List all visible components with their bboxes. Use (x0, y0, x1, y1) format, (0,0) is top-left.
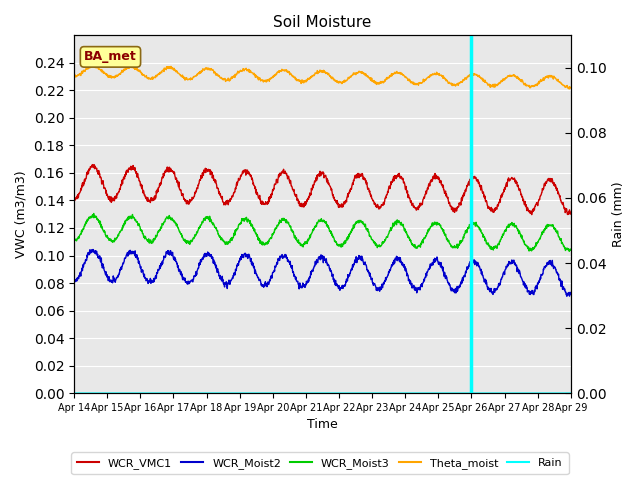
X-axis label: Time: Time (307, 419, 338, 432)
Text: BA_met: BA_met (84, 50, 137, 63)
Title: Soil Moisture: Soil Moisture (273, 15, 372, 30)
Legend: WCR_VMC1, WCR_Moist2, WCR_Moist3, Theta_moist, Rain: WCR_VMC1, WCR_Moist2, WCR_Moist3, Theta_… (72, 453, 568, 474)
Y-axis label: VWC (m3/m3): VWC (m3/m3) (15, 170, 28, 258)
Y-axis label: Rain (mm): Rain (mm) (612, 181, 625, 247)
